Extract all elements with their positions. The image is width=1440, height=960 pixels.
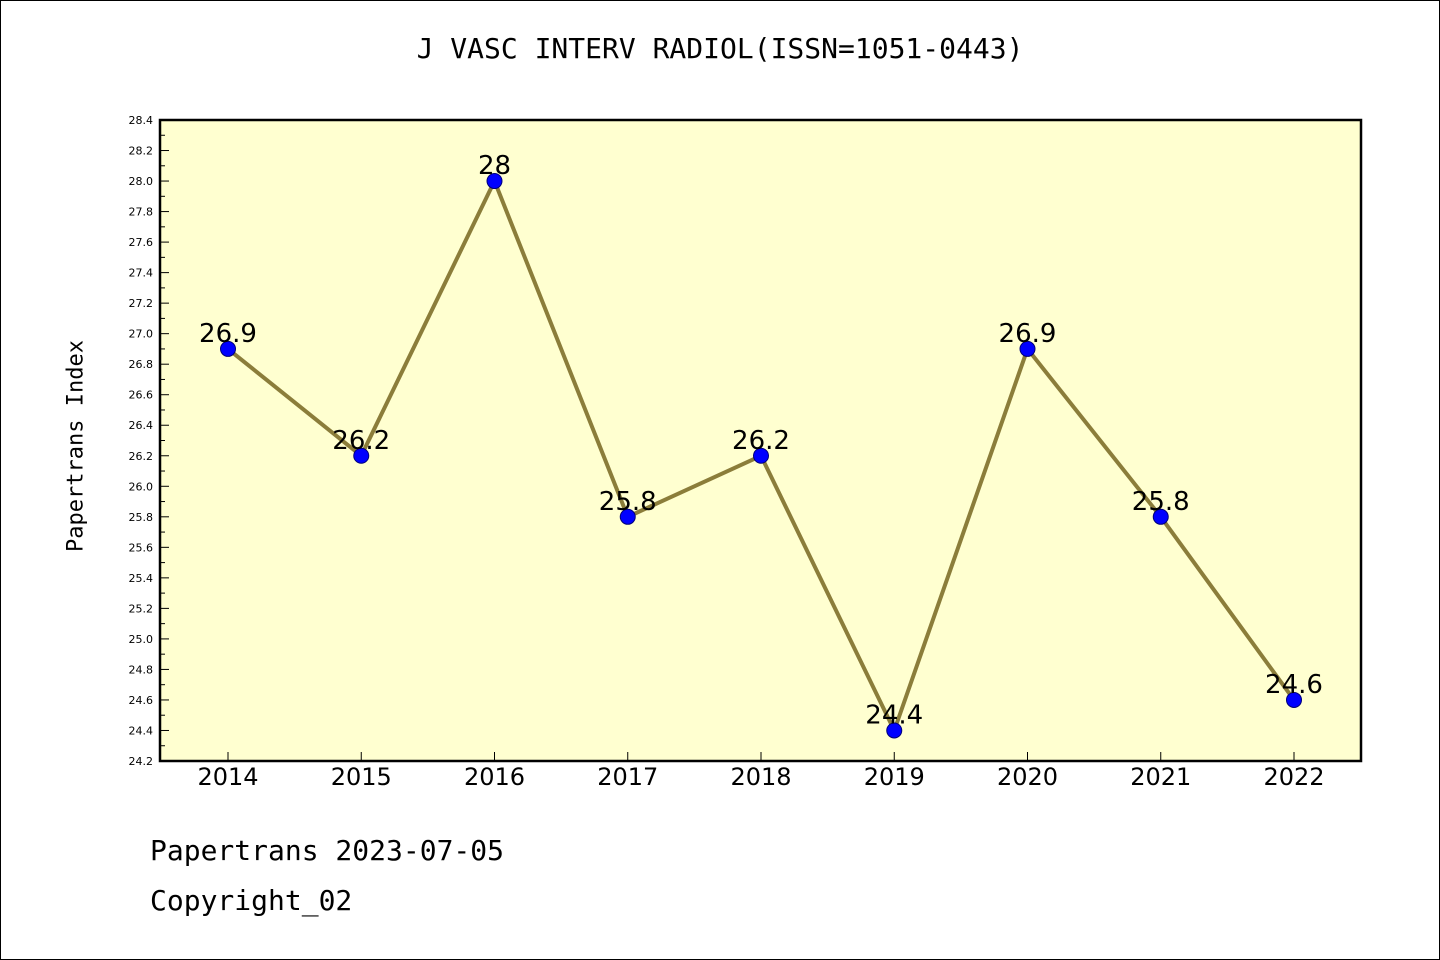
data-point <box>353 447 370 464</box>
y-tick-label: 25.6 <box>129 541 154 554</box>
x-tick-label: 2018 <box>730 763 791 791</box>
data-point <box>1152 508 1169 525</box>
data-label: 25.8 <box>1132 487 1190 517</box>
y-tick-label: 27.8 <box>129 206 154 219</box>
data-point <box>886 722 903 739</box>
x-tick-label: 2017 <box>597 763 658 791</box>
plot-border <box>158 118 1363 763</box>
x-tick-label: 2016 <box>464 763 525 791</box>
data-point <box>1286 691 1302 708</box>
footer-date-line: Papertrans 2023-07-05 <box>150 834 505 867</box>
data-point <box>1019 340 1036 357</box>
data-label: 26.2 <box>332 426 390 456</box>
y-tick-label: 24.4 <box>129 724 154 737</box>
x-axis-ticks: 2014 2015 2016 2017 2018 2019 2020 2021 2022 <box>197 752 1325 791</box>
y-tick-label: 27.0 <box>129 328 154 341</box>
data-label: 26.9 <box>199 319 257 349</box>
y-tick-label: 28.0 <box>129 175 154 188</box>
y-tick-label: 27.6 <box>129 236 154 249</box>
data-labels: 26.9 26.2 28 25.8 26.2 24.4 26.9 25.8 24.6 <box>199 151 1323 730</box>
chart-title: J VASC INTERV RADIOL(ISSN=1051-0443) <box>416 32 1024 65</box>
data-label: 28 <box>478 151 511 181</box>
y-tick-label: 24.8 <box>129 663 154 676</box>
plot-area <box>160 120 1361 761</box>
y-tick-label: 24.2 <box>129 755 154 768</box>
y-tick-label: 26.6 <box>129 389 154 402</box>
data-label: 26.2 <box>732 426 790 456</box>
data-point <box>486 173 503 190</box>
y-tick-label: 28.4 <box>129 114 154 127</box>
data-markers <box>220 173 1302 739</box>
x-tick-label: 2022 <box>1263 763 1324 791</box>
data-label: 26.9 <box>999 319 1057 349</box>
y-tick-label: 25.0 <box>129 633 154 646</box>
y-tick-label: 25.8 <box>129 511 154 524</box>
x-tick-label: 2021 <box>1130 763 1191 791</box>
x-tick-label: 2014 <box>197 763 258 791</box>
data-point <box>753 447 769 464</box>
y-tick-label: 26.0 <box>129 480 154 493</box>
data-label: 25.8 <box>599 487 657 517</box>
footer-copyright: Copyright_02 <box>150 884 353 917</box>
x-tick-label: 2019 <box>864 763 925 791</box>
data-point <box>619 508 636 525</box>
x-tick-label: 2015 <box>331 763 392 791</box>
y-tick-label: 24.6 <box>129 694 154 707</box>
data-point <box>220 340 236 357</box>
y-tick-label: 25.4 <box>129 572 154 585</box>
y-tick-label: 27.4 <box>129 267 154 280</box>
y-axis-ticks: 24.2 24.4 24.6 24.8 25.0 25.2 25.4 25.6 25.8 26.0… <box>129 114 169 768</box>
y-tick-label: 27.2 <box>129 297 154 310</box>
x-tick-label: 2020 <box>997 763 1058 791</box>
y-tick-label: 28.2 <box>129 145 154 158</box>
data-label: 24.6 <box>1265 670 1323 700</box>
y-tick-label: 26.8 <box>129 358 154 371</box>
y-tick-label: 26.4 <box>129 419 154 432</box>
y-tick-label: 25.2 <box>129 602 154 615</box>
data-label: 24.4 <box>865 700 923 730</box>
y-tick-label: 26.2 <box>129 450 154 463</box>
